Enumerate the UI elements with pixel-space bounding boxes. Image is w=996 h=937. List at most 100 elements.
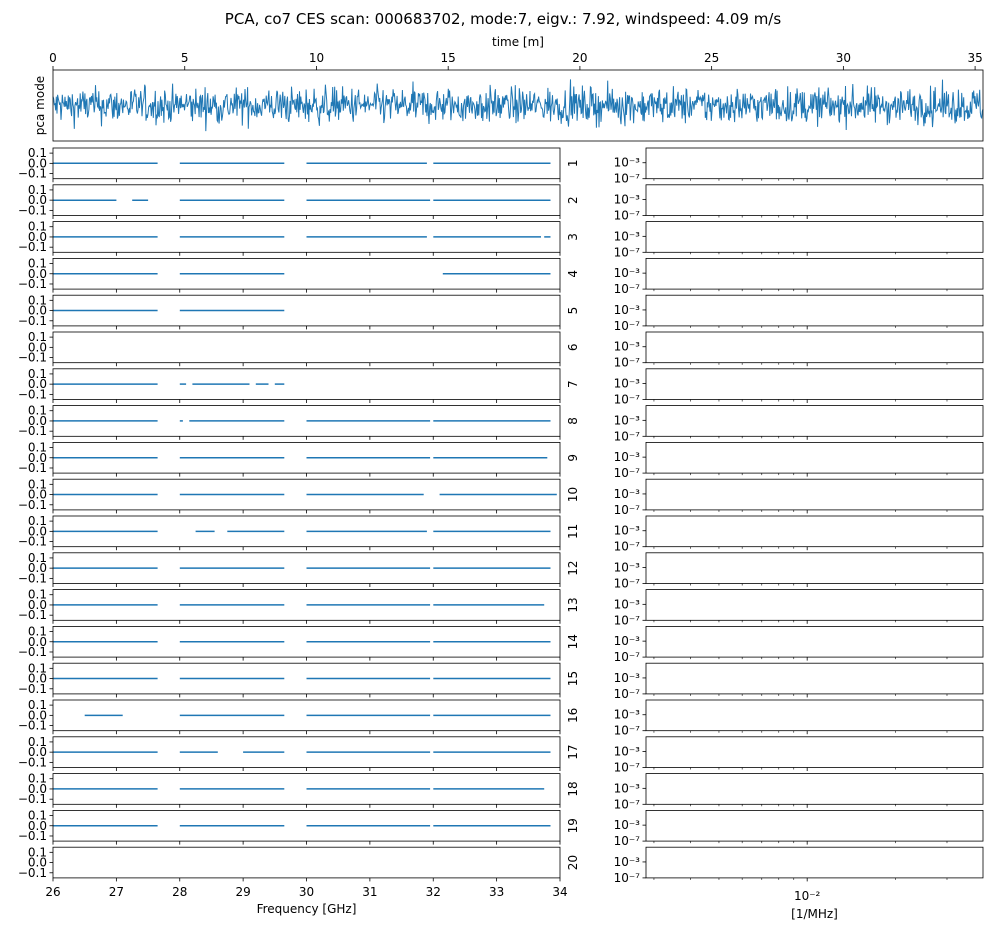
feed-ytick-label: −0.1 — [18, 719, 47, 733]
spectrum-ytick-label: 10⁻⁷ — [614, 393, 641, 407]
spectrum-ytick-label: 10⁻⁷ — [614, 577, 641, 591]
feed-panel: 0.10.0−0.1 10 — [18, 477, 580, 514]
feed-ytick-label: 0.0 — [28, 267, 47, 281]
feed-ytick-label: −0.1 — [18, 571, 47, 585]
feed-ytick-label: 0.0 — [28, 782, 47, 796]
feed-panel: 0.10.0−0.1 2 — [18, 183, 580, 219]
feed-panel: 0.10.0−0.1 14 — [18, 625, 580, 661]
feed-ytick-label: −0.1 — [18, 387, 47, 401]
feed-ytick-label: 0.1 — [28, 845, 47, 859]
feed-ytick-label: 0.1 — [28, 257, 47, 271]
spectrum-ytick-label: 10⁻³ — [614, 561, 641, 575]
feed-panel: 0.10.0−0.1 17 — [18, 735, 580, 771]
spectrum-ytick-label: 10⁻⁷ — [614, 245, 641, 259]
feed-panel: 0.10.0−0.1 13 — [18, 588, 580, 624]
spectrum-ytick-label: 10⁻⁷ — [614, 540, 641, 554]
feed-number-label: 4 — [566, 270, 580, 278]
spectrum-panel: 10⁻³ 10⁻⁷ — [614, 441, 984, 480]
feed-ytick-label: 0.1 — [28, 735, 47, 749]
feed-ytick-label: 0.1 — [28, 514, 47, 528]
feed-ytick-label: −0.1 — [18, 351, 47, 365]
spectrum-ytick-label: 10⁻³ — [614, 781, 641, 795]
spectrum-ytick-label: 10⁻⁷ — [614, 834, 641, 848]
feed-xtick-label: 26 — [45, 885, 60, 899]
top-xtick-label: 0 — [49, 51, 57, 65]
spectrum-axes-frame — [645, 662, 984, 695]
feed-panel: 0.10.0−0.1 18 — [18, 772, 580, 808]
feed-ytick-label: 0.1 — [28, 441, 47, 455]
spectrum-ytick-label: 10⁻⁷ — [614, 650, 641, 664]
spectrum-panel: 10⁻³ 10⁻⁷ — [614, 699, 984, 738]
feed-panel: 0.10.0−0.1 6 — [18, 330, 580, 367]
feed-ytick-label: 0.1 — [28, 183, 47, 197]
feed-xtick-label: 33 — [489, 885, 504, 899]
top-xtick-label: 35 — [967, 51, 982, 65]
feed-xtick-label: 31 — [362, 885, 377, 899]
feed-axes-frame — [52, 846, 561, 879]
feed-number-label: 17 — [566, 745, 580, 760]
figure-title: PCA, co7 CES scan: 000683702, mode:7, ei… — [225, 10, 782, 28]
timestream-plot: time [m] 0 5 10 15 20 25 30 35 pca mode — [33, 35, 984, 142]
spectrum-axes-frame — [645, 515, 984, 548]
spectrum-axes-frame — [645, 478, 984, 511]
feed-panel: 0.10.0−0.1 11 — [18, 514, 580, 551]
spectrum-axes-frame — [645, 552, 984, 584]
feed-ytick-label: 0.1 — [28, 146, 47, 160]
feed-xtick-label: 29 — [235, 885, 250, 899]
feed-xtick-label: 28 — [172, 885, 187, 899]
spectrum-ytick-label: 10⁻³ — [614, 708, 641, 722]
spectrum-panel: 10⁻³ 10⁻⁷ — [614, 368, 984, 407]
spectrum-axes-frame — [645, 846, 984, 879]
spectrum-ytick-label: 10⁻⁷ — [614, 687, 641, 701]
feed-ytick-label: 0.0 — [28, 156, 47, 170]
feed-xlabel: Frequency [GHz] — [257, 902, 357, 916]
top-xtick-label: 15 — [441, 51, 456, 65]
feed-xtick-label: 27 — [109, 885, 124, 899]
feed-ytick-label: 0.1 — [28, 625, 47, 639]
feed-ytick-label: 0.0 — [28, 598, 47, 612]
spectrum-ytick-label: 10⁻⁷ — [614, 724, 641, 738]
spectrum-ytick-label: 10⁻³ — [614, 818, 641, 832]
spectrum-panel: 10⁻³ 10⁻⁷ — [614, 846, 984, 885]
top-xtick-label: 25 — [704, 51, 719, 65]
spectrum-ytick-label: 10⁻³ — [614, 229, 641, 243]
spectrum-axes-frame — [645, 626, 984, 658]
spectrum-ytick-label: 10⁻³ — [614, 597, 641, 611]
feed-ytick-label: 0.0 — [28, 635, 47, 649]
feed-panel: 0.10.0−0.1 4 — [18, 257, 580, 293]
spectrum-panel: 10⁻³ 10⁻⁷ — [614, 184, 984, 223]
feed-panel: 0.10.0−0.1 9 — [18, 441, 580, 477]
spectrum-panel: 10⁻³ 10⁻⁷ — [614, 405, 984, 443]
feed-ytick-label: −0.1 — [18, 608, 47, 622]
spectrum-axes-frame — [645, 294, 984, 327]
top-xtick-label: 5 — [181, 51, 189, 65]
spectrum-ytick-label: 10⁻³ — [614, 524, 641, 538]
feed-ytick-label: 0.0 — [28, 230, 47, 244]
feed-ytick-label: −0.1 — [18, 866, 47, 880]
spectrum-xlabel: [1/MHz] — [791, 907, 838, 921]
feed-ytick-label: −0.1 — [18, 314, 47, 328]
spectrum-axes-frame — [645, 184, 984, 216]
spectrum-xtick-label: 10⁻² — [794, 889, 821, 903]
feed-number-label: 2 — [566, 196, 580, 204]
spectrum-axes-frame — [645, 405, 984, 437]
feed-ytick-label: 0.0 — [28, 672, 47, 686]
spectrum-panel: 10⁻³ 10⁻⁷ — [614, 773, 984, 811]
feed-ytick-label: 0.1 — [28, 661, 47, 675]
spectrum-axes-frame — [645, 736, 984, 768]
top-xtick-label: 10 — [309, 51, 324, 65]
spectrum-ytick-label: 10⁻⁷ — [614, 429, 641, 443]
feed-ytick-label: 0.1 — [28, 477, 47, 491]
feed-ytick-label: 0.1 — [28, 698, 47, 712]
feed-number-label: 3 — [566, 233, 580, 241]
spectrum-ytick-label: 10⁻⁷ — [614, 319, 641, 333]
spectrum-panels: 10⁻³ 10⁻⁷ 10⁻³ 10⁻⁷ 10⁻³ 10⁻⁷ 10⁻³ 10⁻⁷ 10⁻³ 10⁻⁷… — [614, 147, 984, 921]
feed-ytick-label: −0.1 — [18, 645, 47, 659]
spectrum-axes-frame — [645, 147, 984, 180]
feed-number-label: 11 — [566, 524, 580, 539]
spectrum-ytick-label: 10⁻⁷ — [614, 172, 641, 186]
spectrum-panel: 10⁻³ 10⁻⁷ — [614, 294, 984, 333]
top-xtick-label: 30 — [836, 51, 851, 65]
feed-panel: 0.10.0−0.1 1 — [18, 146, 580, 183]
